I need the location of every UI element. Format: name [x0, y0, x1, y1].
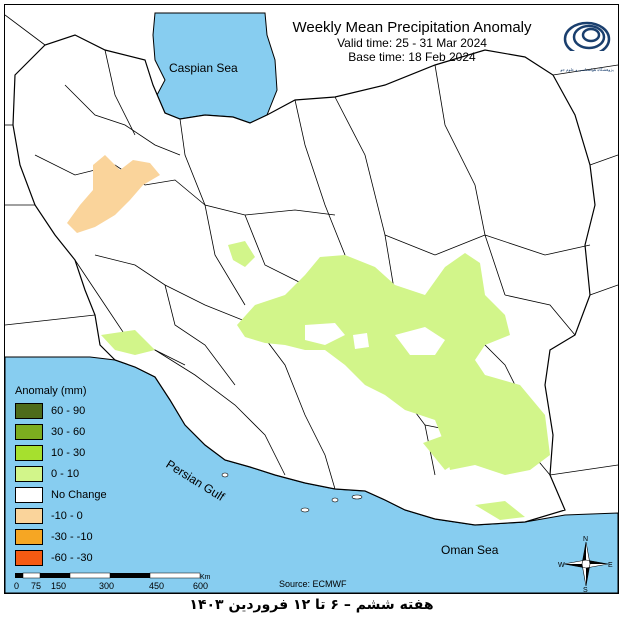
institute-logo: پژوهشگاه هواشناسی و علوم جو	[557, 17, 617, 87]
legend: Anomaly (mm) 60 - 90 30 - 60 10 - 30 0 -…	[15, 385, 125, 568]
legend-item: No Change	[15, 484, 125, 505]
legend-label: 0 - 10	[51, 467, 80, 480]
scale-unit: Km	[200, 574, 211, 581]
legend-item: 30 - 60	[15, 421, 125, 442]
legend-item: -10 - 0	[15, 505, 125, 526]
anomaly-neg-10-0	[67, 155, 160, 233]
legend-item: 60 - 90	[15, 400, 125, 421]
scale-tick: 450	[149, 581, 164, 591]
gulf-islands	[221, 472, 363, 513]
legend-label: -60 - -30	[51, 551, 93, 564]
map-title: Weekly Mean Precipitation Anomaly	[292, 19, 532, 36]
scale-tick: 75	[31, 581, 41, 591]
logo-icon	[563, 21, 611, 63]
scale-tick: 300	[99, 581, 114, 591]
legend-label: 60 - 90	[51, 404, 86, 417]
source-note: Source: ECMWF	[279, 579, 347, 589]
compass-rose-icon: N S E W	[558, 536, 613, 592]
compass-n: N	[583, 536, 588, 543]
persian-caption: هفته ششم – ۶ تا ۱۲ فروردین ۱۴۰۳	[189, 597, 434, 613]
title-block: Weekly Mean Precipitation Anomaly Valid …	[267, 19, 557, 64]
legend-swatch	[15, 423, 43, 440]
scale-tick: 0	[14, 581, 19, 591]
anomaly-0-10	[101, 241, 550, 520]
legend-title: Anomaly (mm)	[15, 385, 87, 397]
valid-time: Valid time: 25 - 31 Mar 2024	[337, 36, 487, 50]
map-canvas	[5, 12, 618, 593]
legend-swatch	[15, 507, 43, 524]
compass-s: S	[583, 587, 588, 592]
legend-swatch	[15, 549, 43, 566]
scale-bar: 0 75 150 300 450 600 Km	[14, 572, 211, 591]
legend-label: -10 - 0	[51, 509, 83, 522]
base-time: Base time: 18 Feb 2024	[348, 50, 476, 64]
legend-label: 30 - 60	[51, 425, 86, 438]
compass-w: W	[558, 562, 565, 569]
neighbor-borders	[5, 14, 618, 476]
logo-text: پژوهشگاه هواشناسی و علوم جو	[560, 67, 614, 72]
legend-swatch	[15, 402, 43, 419]
compass-e: E	[608, 562, 613, 569]
legend-swatch	[15, 444, 43, 461]
scale-tick: 150	[51, 581, 66, 591]
legend-label: -30 - -10	[51, 530, 93, 543]
legend-item: -30 - -10	[15, 526, 125, 547]
legend-swatch	[15, 486, 43, 503]
legend-label: No Change	[51, 488, 107, 501]
map-frame: Weekly Mean Precipitation Anomaly Valid …	[4, 4, 619, 594]
legend-item: 10 - 30	[15, 442, 125, 463]
scale-tick: 600	[193, 581, 208, 591]
legend-item: 0 - 10	[15, 463, 125, 484]
anomaly-holes	[305, 323, 445, 355]
oman-sea-label: Oman Sea	[441, 543, 499, 557]
legend-item: -60 - -30	[15, 547, 125, 568]
legend-swatch	[15, 528, 43, 545]
legend-label: 10 - 30	[51, 446, 86, 459]
legend-swatch	[15, 465, 43, 482]
caspian-sea-label: Caspian Sea	[169, 61, 238, 75]
